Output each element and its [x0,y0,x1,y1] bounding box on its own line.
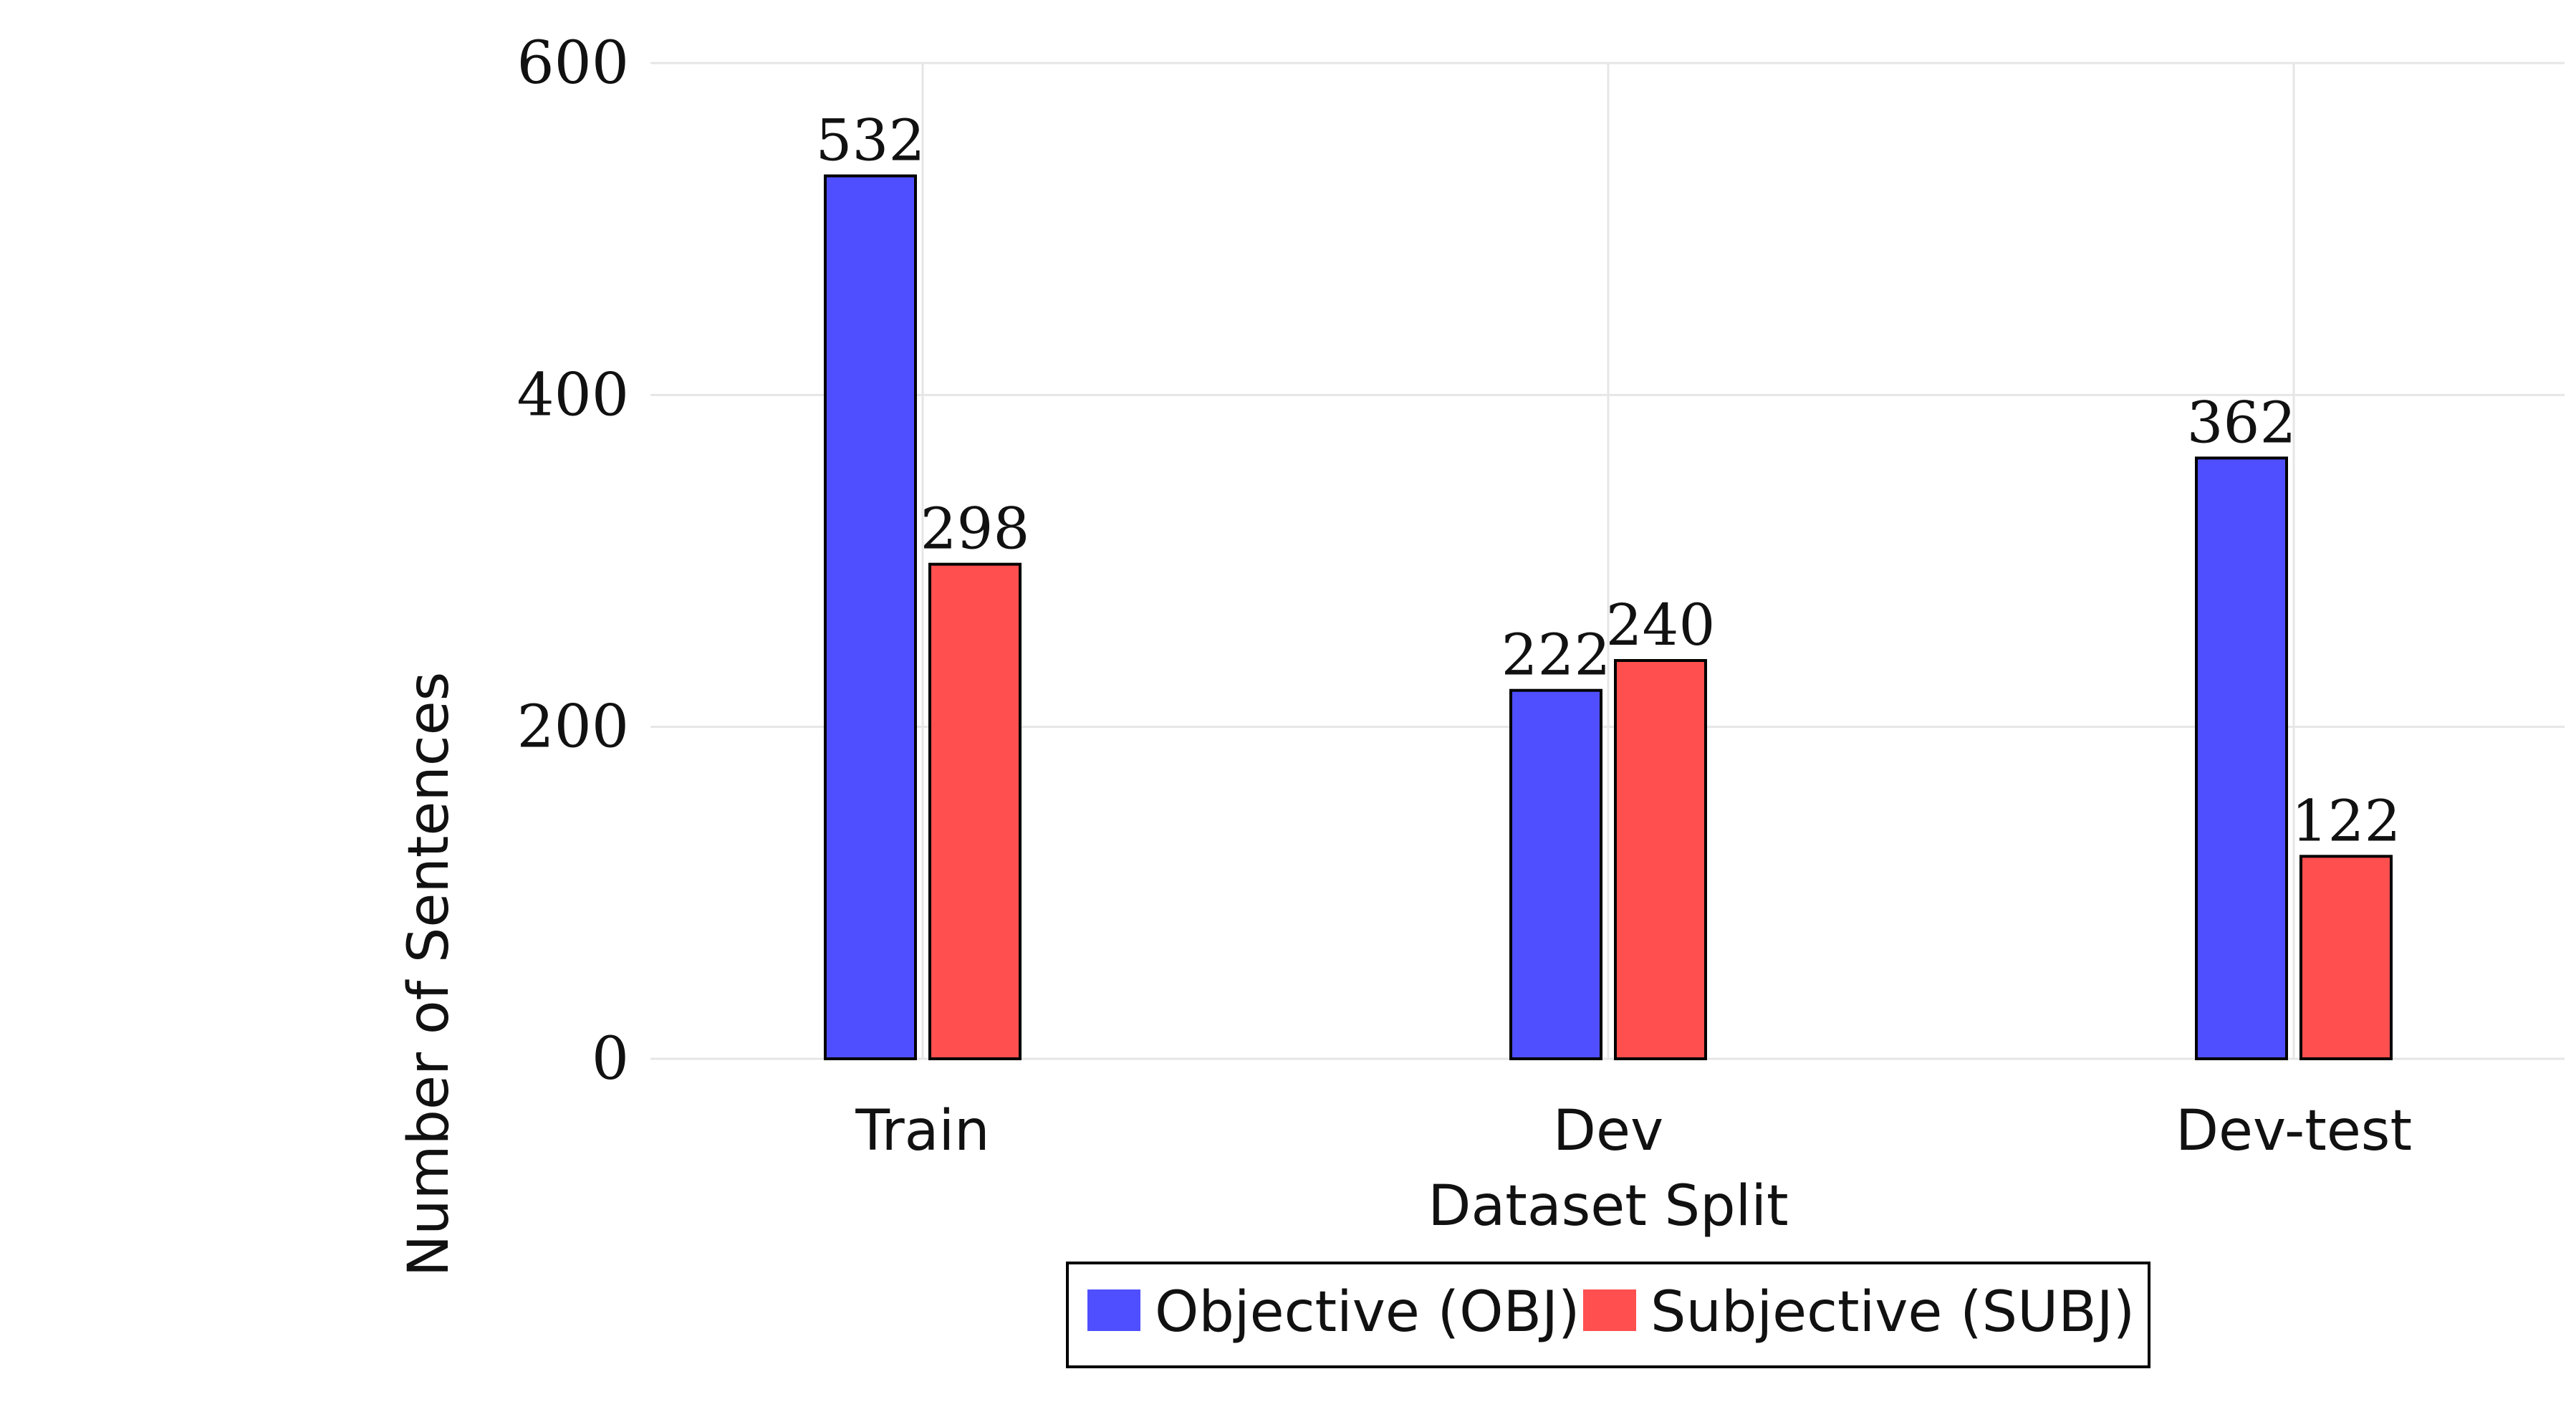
data-label-layer: 532 222 362 298 240 122 [816,107,2401,855]
x-axis-categories: Train Dev Dev-test [855,1099,2412,1163]
bar-objective-train [824,174,917,1061]
legend: Objective (OBJ) Subjective (SUBJ) [1066,1262,2150,1368]
x-tick-label-dev-test: Dev-test [2176,1099,2412,1163]
y-tick-label-600: 600 [516,29,629,97]
data-label-objective-train: 532 [816,107,926,174]
y-axis-ticks: 0 200 400 600 [516,29,629,1093]
legend-label-objective: Objective (OBJ) [1155,1280,1580,1345]
bar-subjective-dev-test [2299,855,2393,1061]
legend-label-subjective: Subjective (SUBJ) [1650,1280,2135,1345]
bar-subjective-dev [1614,659,1707,1060]
bar-subjective-train [928,562,1022,1060]
data-label-subjective-dev-test: 122 [2292,787,2401,854]
legend-swatch-objective [1087,1289,1140,1331]
bar-objective-dev [1509,688,1602,1060]
data-label-subjective-dev: 240 [1606,592,1716,658]
y-tick-label-400: 400 [516,361,629,429]
y-tick-label-200: 200 [516,693,629,762]
bar-objective-dev-test [2195,456,2288,1060]
data-label-subjective-train: 298 [921,496,1030,562]
data-label-objective-dev: 222 [1501,622,1611,688]
y-axis-label: Number of Sentences [397,672,461,1277]
data-label-objective-dev-test: 362 [2187,389,2297,456]
x-axis-label: Dataset Split [1428,1174,1788,1239]
y-tick-label-0: 0 [592,1025,629,1093]
x-tick-label-train: Train [855,1099,989,1163]
x-tick-label-dev: Dev [1553,1099,1663,1163]
bar-layer [824,174,2393,1061]
legend-swatch-subjective [1583,1289,1636,1331]
